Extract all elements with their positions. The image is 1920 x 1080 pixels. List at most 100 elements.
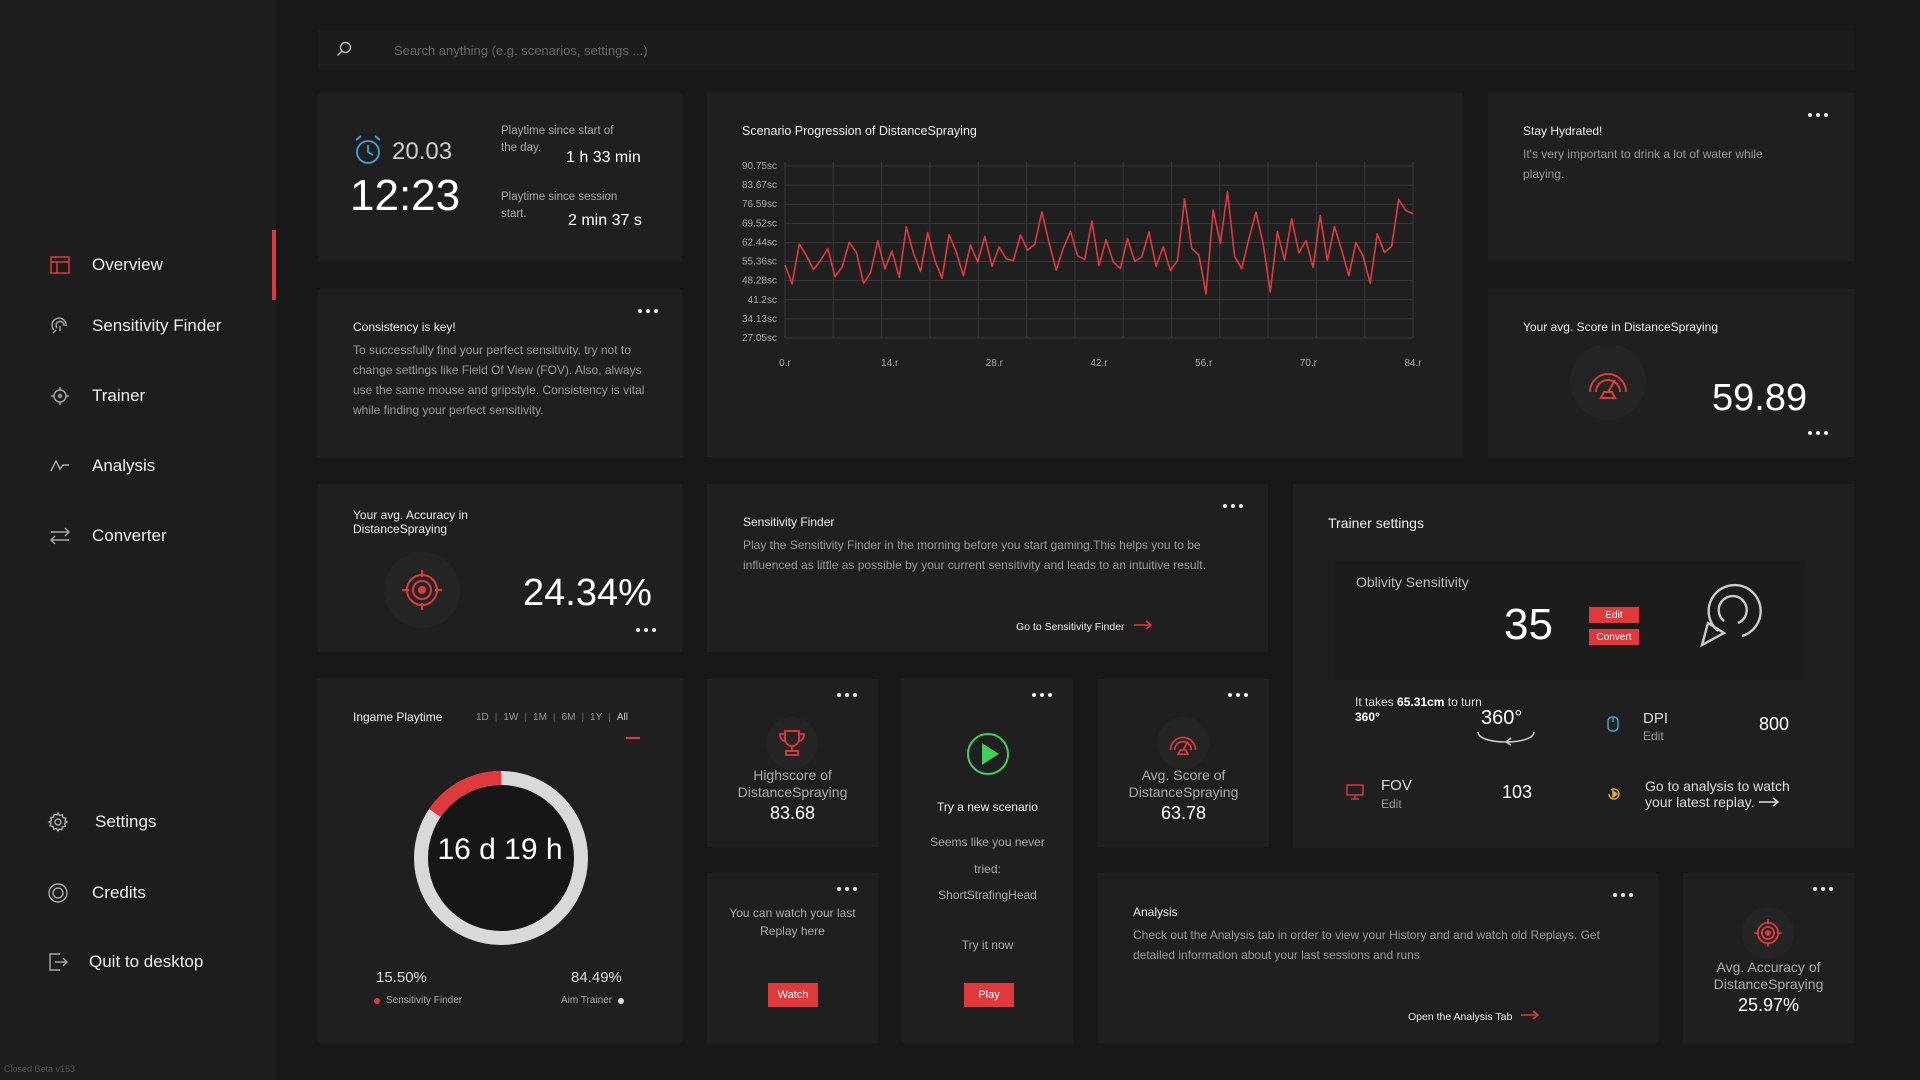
hydrate-body: It's very important to drink a lot of wa… <box>1523 147 1763 181</box>
analysis-link[interactable]: Open the Analysis Tab <box>1408 1010 1540 1023</box>
y-tick-label: 62.44sc <box>742 237 777 248</box>
playtime-donut <box>413 771 588 945</box>
more-icon[interactable] <box>1813 887 1833 891</box>
search-input[interactable] <box>394 30 1794 70</box>
score-value: 59.89 <box>1712 377 1808 419</box>
x-tick-label: 0.r <box>779 358 791 369</box>
avg-score-label: Avg. Score of DistanceSpraying <box>1128 767 1239 800</box>
highscore-value: 83.68 <box>769 803 816 823</box>
more-icon[interactable] <box>1228 693 1248 697</box>
x-tick-label: 84.r <box>1404 358 1422 369</box>
accuracy-value: 24.34% <box>523 572 652 614</box>
new-scenario-line2: tried: <box>974 862 1001 876</box>
session-playtime-label: Playtime since session start. <box>501 191 618 220</box>
cm-text-prefix: It takes <box>1355 695 1394 709</box>
sensitivity-value: 35 <box>1504 600 1553 649</box>
hydrate-card: Stay Hydrated! It's very important to dr… <box>1488 93 1854 261</box>
nav-label-sensitivity-finder: Sensitivity Finder <box>92 316 222 335</box>
range-tab-1m[interactable]: 1M <box>533 712 547 723</box>
range-selected-indicator <box>626 737 640 739</box>
range-tab-1w[interactable]: 1W <box>503 712 519 723</box>
dpi-value: 800 <box>1759 714 1790 734</box>
convert-sensitivity-button[interactable]: Convert <box>1589 629 1639 645</box>
avg-accuracy-card: Avg. Accuracy of DistanceSpraying 25.97% <box>1683 873 1854 1043</box>
sens-finder-link[interactable]: Go to Sensitivity Finder <box>1016 620 1153 633</box>
more-icon[interactable] <box>837 887 857 891</box>
swap-icon <box>49 525 71 547</box>
nav-item-overview[interactable]: Overview <box>0 230 276 300</box>
chart-card: Scenario Progression of DistanceSpraying… <box>707 93 1463 457</box>
play-circle-icon <box>966 732 1010 781</box>
analysis-body: Check out the Analysis tab in order to v… <box>1133 928 1600 962</box>
range-tab-1d[interactable]: 1D <box>476 712 489 723</box>
cm-per-360-text: It takes 65.31cm to turn 360° <box>1355 695 1485 725</box>
analysis-link-label: Open the Analysis Tab <box>1408 1010 1513 1023</box>
replay-icon <box>1606 786 1622 807</box>
arrow-right-icon <box>1133 620 1153 633</box>
accuracy-card: Your avg. Accuracy in DistanceSpraying 2… <box>318 484 682 652</box>
range-separator: | <box>494 712 498 723</box>
nav-label-settings: Settings <box>95 812 157 831</box>
new-scenario-name: ShortStrafingHead <box>938 888 1037 902</box>
range-tab-6m[interactable]: 6M <box>561 712 576 723</box>
more-icon[interactable] <box>1032 693 1052 697</box>
range-tab-all[interactable]: All <box>616 712 629 723</box>
watch-button[interactable]: Watch <box>768 983 818 1007</box>
y-tick-label: 55.36sc <box>742 257 777 268</box>
highscore-label: Highscore of DistanceSpraying <box>737 767 848 800</box>
y-tick-label: 76.59sc <box>742 199 777 210</box>
trophy-icon <box>766 717 818 769</box>
more-icon[interactable] <box>638 309 658 313</box>
sens-finder-link-label: Go to Sensitivity Finder <box>1016 620 1125 633</box>
sens-finder-legend-label: Sensitivity Finder <box>386 995 463 1006</box>
avg-accuracy-value: 25.97% <box>1737 995 1800 1015</box>
replay-analysis-link[interactable]: Go to analysis to watch your latest repl… <box>1645 778 1815 810</box>
nav-label-overview: Overview <box>92 255 163 274</box>
y-tick-label: 34.13sc <box>742 314 777 325</box>
nav-item-trainer[interactable]: Trainer <box>0 371 276 421</box>
session-playtime-value: 2 min 37 s <box>568 212 642 229</box>
rotate-360-icon: 360° <box>1473 707 1539 746</box>
alarm-clock-icon <box>352 134 384 171</box>
nav-item-quit[interactable]: Quit to desktop <box>0 937 276 987</box>
nav-label-credits: Credits <box>92 883 146 902</box>
nav-item-settings[interactable]: Settings <box>0 797 276 847</box>
dpi-edit-link[interactable]: Edit <box>1643 729 1664 743</box>
sens-finder-body: Play the Sensitivity Finder in the morni… <box>743 538 1206 572</box>
x-tick-label: 14.r <box>881 358 899 369</box>
legend-dot-red <box>374 997 380 1004</box>
avg-accuracy-label: Avg. Accuracy of DistanceSpraying <box>1713 959 1824 992</box>
y-tick-label: 90.75sc <box>742 161 777 172</box>
x-tick-label: 28.r <box>986 358 1004 369</box>
sens-finder-title: Sensitivity Finder <box>743 515 835 529</box>
more-icon[interactable] <box>1613 893 1633 897</box>
series-line <box>784 191 1414 295</box>
more-icon[interactable] <box>636 628 656 632</box>
nav-item-sensitivity-finder[interactable]: Sensitivity Finder <box>0 301 276 351</box>
nav-label-analysis: Analysis <box>92 456 156 475</box>
sensitivity-label: Oblivity Sensitivity <box>1356 574 1469 590</box>
range-separator: | <box>608 712 611 723</box>
consistency-card: Consistency is key! To successfully find… <box>318 289 682 457</box>
more-icon[interactable] <box>1808 113 1828 117</box>
fov-label: FOV <box>1381 777 1412 794</box>
nav-label-quit: Quit to desktop <box>89 952 204 971</box>
nav-item-credits[interactable]: Credits <box>0 868 276 918</box>
credits-icon <box>47 882 69 904</box>
speedometer-icon <box>1157 717 1209 769</box>
more-icon[interactable] <box>1223 504 1243 508</box>
x-tick-label: 42.r <box>1090 358 1108 369</box>
y-tick-label: 48.28sc <box>742 276 777 287</box>
new-scenario-cta: Try it now <box>961 938 1014 952</box>
range-tab-1y[interactable]: 1Y <box>590 712 603 723</box>
fov-edit-link[interactable]: Edit <box>1381 797 1402 811</box>
play-button[interactable]: Play <box>964 983 1014 1007</box>
nav-item-analysis[interactable]: Analysis <box>0 441 276 491</box>
more-icon[interactable] <box>837 693 857 697</box>
date-value: 20.03 <box>392 138 453 165</box>
y-tick-label: 27.05sc <box>742 333 777 344</box>
accuracy-label: Your avg. Accuracy in DistanceSpraying <box>353 508 468 536</box>
edit-sensitivity-button[interactable]: Edit <box>1589 607 1639 623</box>
more-icon[interactable] <box>1808 431 1828 435</box>
nav-item-converter[interactable]: Converter <box>0 511 276 561</box>
